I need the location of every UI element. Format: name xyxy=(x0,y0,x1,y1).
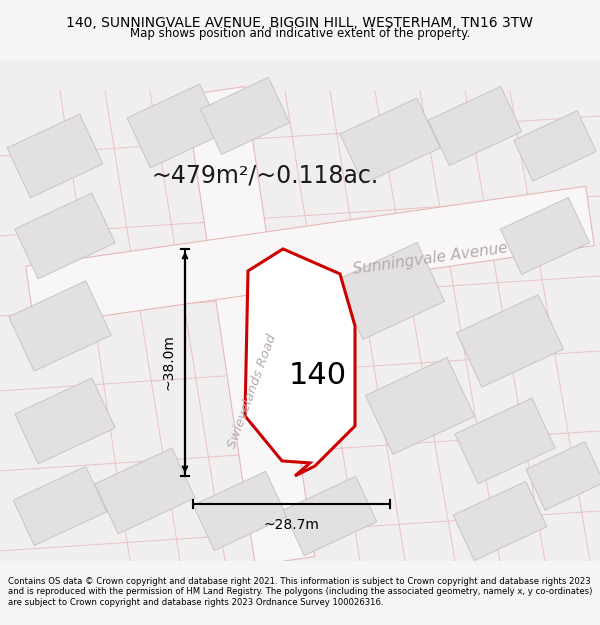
Polygon shape xyxy=(9,281,111,371)
Polygon shape xyxy=(127,84,223,168)
Text: Map shows position and indicative extent of the property.: Map shows position and indicative extent… xyxy=(130,28,470,41)
Polygon shape xyxy=(7,114,103,198)
Text: Sunningvale Avenue: Sunningvale Avenue xyxy=(352,241,508,278)
Polygon shape xyxy=(283,476,377,556)
Text: ~479m²/~0.118ac.: ~479m²/~0.118ac. xyxy=(151,164,379,188)
Text: Swievelands Road: Swievelands Road xyxy=(225,332,279,450)
Polygon shape xyxy=(15,378,115,464)
Polygon shape xyxy=(365,357,475,454)
Polygon shape xyxy=(340,98,440,184)
Polygon shape xyxy=(526,442,600,510)
Polygon shape xyxy=(193,471,287,551)
Polygon shape xyxy=(457,295,563,387)
Text: ~28.7m: ~28.7m xyxy=(263,518,319,532)
Polygon shape xyxy=(95,448,195,534)
Polygon shape xyxy=(26,186,594,326)
Polygon shape xyxy=(185,86,314,566)
Polygon shape xyxy=(453,481,547,561)
Polygon shape xyxy=(15,193,115,279)
Polygon shape xyxy=(455,398,555,484)
Text: 140: 140 xyxy=(289,361,347,391)
Polygon shape xyxy=(13,466,107,546)
Text: 140, SUNNINGVALE AVENUE, BIGGIN HILL, WESTERHAM, TN16 3TW: 140, SUNNINGVALE AVENUE, BIGGIN HILL, WE… xyxy=(67,16,533,29)
Polygon shape xyxy=(500,198,590,274)
Text: Contains OS data © Crown copyright and database right 2021. This information is : Contains OS data © Crown copyright and d… xyxy=(8,577,592,607)
Polygon shape xyxy=(428,86,522,166)
Text: ~38.0m: ~38.0m xyxy=(161,334,175,391)
Polygon shape xyxy=(514,111,596,181)
Polygon shape xyxy=(245,249,355,476)
Polygon shape xyxy=(200,78,290,154)
Polygon shape xyxy=(335,242,445,339)
